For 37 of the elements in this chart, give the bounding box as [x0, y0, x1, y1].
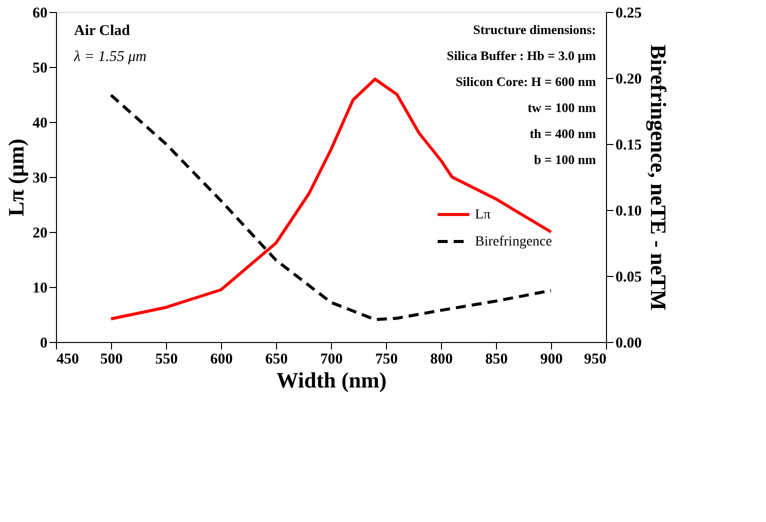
x-tick-label: 650 [265, 352, 288, 368]
x-axis-title: Width (nm) [276, 368, 387, 392]
y2-tick-label: 0.10 [616, 204, 642, 220]
y-tick-label: 20 [32, 226, 48, 242]
annotation: Structure dimensions: [473, 22, 596, 37]
annotation: Silica Buffer : Hb = 3.0 μm [446, 48, 596, 63]
legend-label: Lπ [475, 208, 491, 222]
y2-tick-label: 0.20 [616, 72, 642, 88]
y2-tick-label: 0.00 [616, 336, 642, 352]
y-tick-label: 60 [32, 6, 48, 22]
x-tick-label: 600 [210, 352, 233, 368]
annotation: λ = 1.55 μm [73, 49, 147, 65]
x-tick-label: 900 [540, 352, 563, 368]
y-tick-label: 0 [40, 336, 48, 352]
y2-tick-label: 0.15 [616, 138, 642, 154]
annotation: Silicon Core: H = 600 nm [456, 74, 596, 89]
annotation: tw = 100 nm [528, 100, 596, 115]
y-axis-title: Lπ (μm) [4, 138, 28, 216]
x-tick-label: 500 [100, 352, 123, 368]
y-tick-label: 50 [32, 60, 48, 76]
y2-tick-label: 0.05 [616, 270, 642, 286]
legend-label: Birefringence [475, 234, 552, 250]
y-tick-label: 30 [32, 170, 48, 186]
x-tick-label: 950 [584, 352, 606, 368]
annotation: Air Clad [74, 23, 131, 39]
x-tick-label: 800 [430, 352, 453, 368]
y2-tick-label: 0.25 [616, 6, 642, 22]
x-tick-label: 700 [320, 352, 343, 368]
x-tick-label: 850 [485, 352, 508, 368]
x-tick-label: 550 [155, 352, 178, 368]
x-tick-label: 750 [375, 352, 398, 368]
y2-axis-title: Birefringence, neTE - neTM [646, 44, 671, 311]
annotation: th = 400 nm [530, 126, 596, 141]
x-tick-label: 450 [56, 352, 79, 368]
y-tick-label: 40 [32, 116, 48, 132]
y-tick-label: 10 [32, 280, 48, 296]
annotation: b = 100 nm [534, 152, 596, 167]
